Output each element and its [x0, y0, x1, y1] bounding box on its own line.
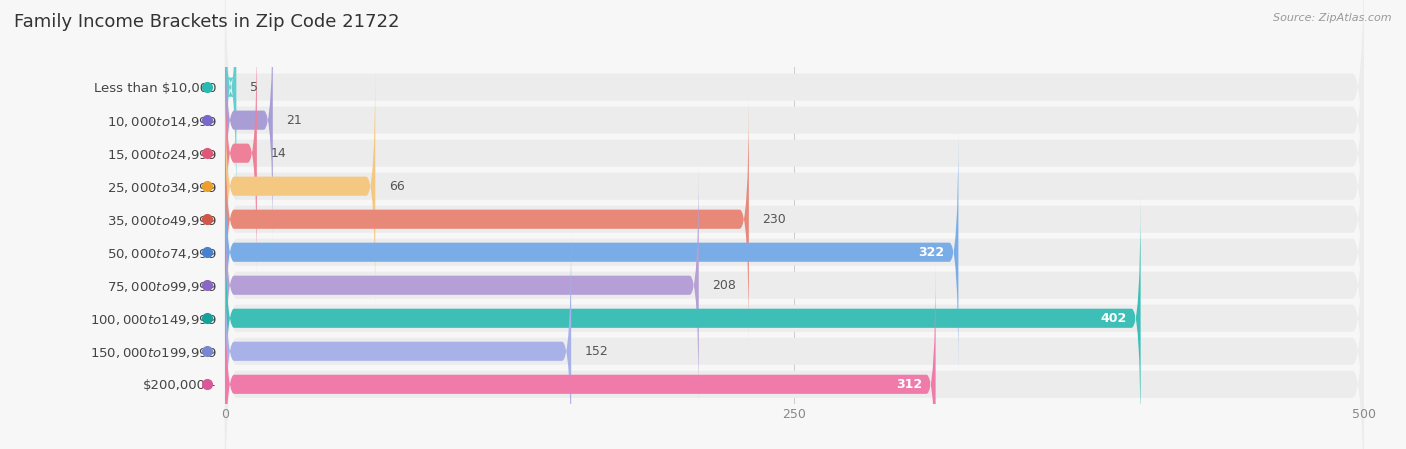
FancyBboxPatch shape [225, 0, 1364, 239]
Text: 230: 230 [762, 213, 786, 226]
FancyBboxPatch shape [225, 229, 571, 449]
FancyBboxPatch shape [225, 2, 1364, 305]
FancyBboxPatch shape [225, 101, 1364, 404]
FancyBboxPatch shape [225, 130, 959, 375]
FancyBboxPatch shape [225, 0, 236, 210]
Text: 5: 5 [250, 81, 259, 94]
Text: 21: 21 [287, 114, 302, 127]
FancyBboxPatch shape [225, 64, 375, 309]
Text: 322: 322 [918, 246, 945, 259]
Text: 152: 152 [585, 345, 609, 358]
Text: 402: 402 [1101, 312, 1128, 325]
FancyBboxPatch shape [225, 200, 1364, 449]
FancyBboxPatch shape [225, 35, 1364, 338]
FancyBboxPatch shape [225, 233, 1364, 449]
Text: 208: 208 [713, 279, 737, 292]
FancyBboxPatch shape [225, 68, 1364, 371]
FancyBboxPatch shape [225, 163, 699, 408]
Text: 14: 14 [270, 147, 287, 160]
Text: 312: 312 [896, 378, 922, 391]
FancyBboxPatch shape [225, 31, 257, 276]
FancyBboxPatch shape [225, 196, 1140, 441]
FancyBboxPatch shape [225, 262, 935, 449]
FancyBboxPatch shape [225, 167, 1364, 449]
Text: Source: ZipAtlas.com: Source: ZipAtlas.com [1274, 13, 1392, 23]
Text: Family Income Brackets in Zip Code 21722: Family Income Brackets in Zip Code 21722 [14, 13, 399, 31]
FancyBboxPatch shape [225, 0, 273, 242]
FancyBboxPatch shape [225, 97, 749, 342]
FancyBboxPatch shape [225, 134, 1364, 437]
FancyBboxPatch shape [225, 0, 1364, 272]
Text: 66: 66 [389, 180, 405, 193]
